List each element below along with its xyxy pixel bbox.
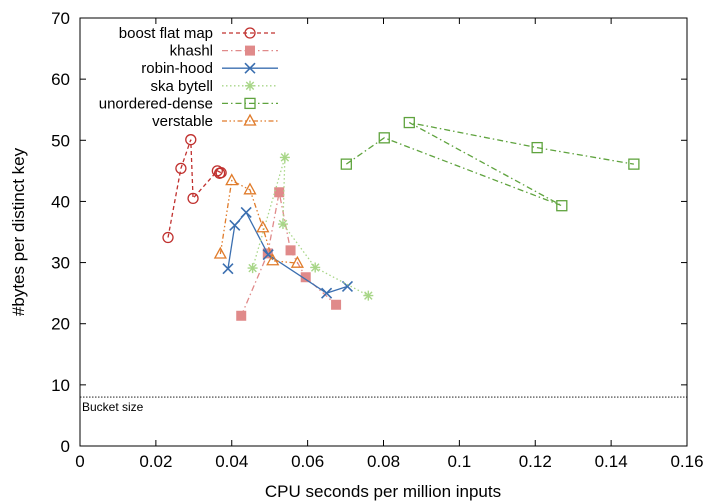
series-2 <box>222 206 354 299</box>
series-line <box>227 211 348 294</box>
data-point-marker <box>213 246 227 259</box>
data-point-marker <box>222 263 234 275</box>
data-point-marker <box>321 287 333 299</box>
bucket-size-label: Bucket size <box>82 400 144 414</box>
y-tick-label: 20 <box>51 315 70 334</box>
series-line <box>251 157 369 297</box>
data-point-marker <box>340 158 352 170</box>
axis-ticks: 0 0.02 0.04 0.06 0.08 0.1 0.12 0.14 0.16 0 10 20 30 4… <box>51 9 703 471</box>
x-tick-label: 0.02 <box>139 452 172 471</box>
data-point-marker <box>285 245 296 256</box>
annotations: Bucket size <box>80 396 687 414</box>
legend-label: verstable <box>152 113 213 130</box>
series-line <box>240 192 337 317</box>
x-tick-label: 0 <box>75 452 84 471</box>
data-point-marker <box>378 132 390 144</box>
data-point-marker <box>162 231 174 244</box>
y-tick-label: 30 <box>51 254 70 273</box>
data-point-marker <box>331 299 342 310</box>
data-point-marker <box>363 290 374 301</box>
data-point-marker <box>244 62 256 74</box>
legend-label: khashl <box>170 43 213 60</box>
series-0 <box>162 134 227 244</box>
y-tick-label: 40 <box>51 192 70 211</box>
data-point-marker <box>256 220 270 233</box>
data-point-marker <box>187 192 199 205</box>
data-point-marker <box>225 173 239 186</box>
series-group <box>162 116 640 321</box>
series-line <box>167 139 223 238</box>
data-point-marker <box>213 167 226 179</box>
legend-label: unordered-dense <box>99 95 213 112</box>
data-point-marker <box>229 219 241 231</box>
series-4 <box>340 116 640 212</box>
legend-label: boost flat map <box>119 25 213 42</box>
data-point-marker <box>244 27 256 39</box>
data-point-marker <box>300 272 311 283</box>
legend-label: robin-hood <box>141 60 213 77</box>
x-tick-label: 0.1 <box>448 452 472 471</box>
series-1 <box>236 187 342 321</box>
x-tick-label: 0.08 <box>367 452 400 471</box>
series-3 <box>247 152 374 301</box>
x-tick-label: 0.06 <box>291 452 324 471</box>
data-point-marker <box>247 263 258 274</box>
y-tick-label: 0 <box>61 437 70 456</box>
data-point-marker <box>175 162 187 175</box>
data-point-marker <box>310 262 321 273</box>
y-tick-label: 50 <box>51 131 70 150</box>
series-line <box>345 121 634 207</box>
x-tick-label: 0.16 <box>670 452 703 471</box>
y-axis-title: #bytes per distinct key <box>9 147 28 316</box>
data-point-marker <box>277 219 288 230</box>
data-point-marker <box>236 310 247 321</box>
data-point-marker <box>556 200 568 212</box>
x-tick-label: 0.14 <box>595 452 628 471</box>
data-point-marker <box>185 134 197 146</box>
data-point-marker <box>245 80 255 91</box>
y-tick-label: 70 <box>51 9 70 28</box>
x-axis-title: CPU seconds per million inputs <box>265 482 501 501</box>
data-point-marker <box>244 97 256 110</box>
data-point-marker <box>266 253 280 266</box>
legend-label: ska bytell <box>150 78 213 95</box>
y-tick-label: 10 <box>51 376 70 395</box>
data-point-marker <box>628 158 640 170</box>
data-point-marker <box>240 206 252 218</box>
data-point-marker <box>243 182 257 195</box>
data-point-marker <box>279 152 290 163</box>
x-tick-label: 0.04 <box>215 452 248 471</box>
data-point-marker <box>245 45 255 56</box>
data-point-marker <box>274 187 285 198</box>
data-point-marker <box>243 113 257 126</box>
y-tick-label: 60 <box>51 70 70 89</box>
data-point-marker <box>403 116 415 129</box>
data-point-marker <box>531 141 543 154</box>
data-point-marker <box>290 255 304 268</box>
x-tick-label: 0.12 <box>519 452 552 471</box>
series-5 <box>213 173 304 268</box>
